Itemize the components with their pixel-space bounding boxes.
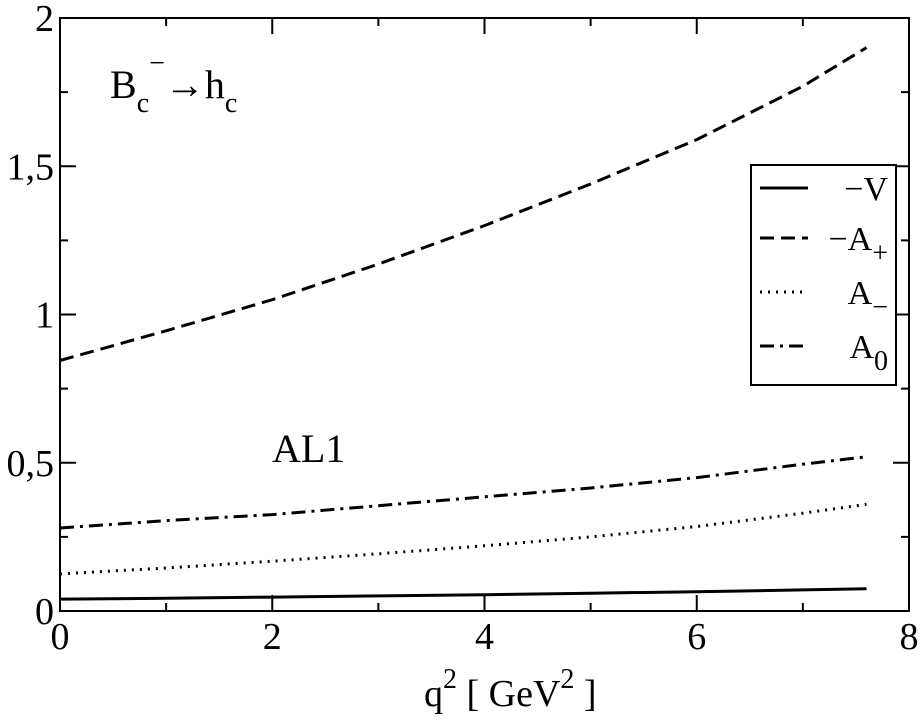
- y-tick-label: 0,5: [7, 443, 55, 485]
- legend-label: A0: [849, 329, 888, 377]
- legend-box: [750, 164, 897, 386]
- x-axis-label-sup: 2: [443, 664, 457, 695]
- process-h: h: [205, 62, 225, 107]
- x-axis-label: q2 [ GeV2 ]: [424, 664, 597, 715]
- x-axis-label-sup2: 2: [560, 664, 574, 695]
- x-axis-label-base: q: [424, 673, 443, 715]
- x-tick-label: 4: [475, 616, 494, 658]
- legend-label-sub: +: [872, 238, 888, 269]
- process-h-sub: c: [225, 88, 237, 119]
- legend-label: −V: [844, 171, 888, 208]
- legend-label-main: A: [848, 275, 873, 312]
- process-b-sup: −: [149, 48, 165, 79]
- legend-label-main: A: [849, 329, 874, 366]
- x-tick-label: 0: [51, 616, 70, 658]
- legend: −V−A+A−A0: [750, 164, 897, 386]
- process-arrow: →: [165, 62, 205, 107]
- x-tick-label: 8: [900, 616, 919, 658]
- process-b: B: [110, 62, 137, 107]
- axis-ticks: 0 2 4 6 8 0 0,5 1 1,5 2: [7, 0, 919, 658]
- y-tick-label: 0: [35, 591, 54, 633]
- x-tick-label: 6: [687, 616, 706, 658]
- legend-label: −A+: [828, 221, 888, 269]
- y-tick-label: 1: [35, 295, 54, 337]
- process-b-sub: c: [137, 88, 149, 119]
- series-lines: [59, 46, 868, 601]
- series-line-dashdot: [59, 455, 867, 530]
- y-tick-label: 1,5: [7, 146, 55, 188]
- x-axis-label-end: ]: [574, 673, 596, 715]
- model-label: AL1: [272, 426, 345, 471]
- x-tick-label: 2: [263, 616, 282, 658]
- legend-label-sub: −: [872, 292, 888, 323]
- legend-label-main: −A: [828, 221, 872, 258]
- x-axis-label-mid: [ GeV: [457, 673, 561, 715]
- legend-label-sub: 0: [874, 346, 888, 377]
- series-line-dashed: [59, 46, 868, 362]
- legend-label: A−: [848, 275, 888, 323]
- legend-label-main: −V: [844, 171, 888, 208]
- series-line-solid: [59, 587, 867, 601]
- series-line-dotted: [59, 502, 867, 576]
- process-label: Bc−→hc: [110, 48, 237, 119]
- y-tick-label: 2: [35, 0, 54, 40]
